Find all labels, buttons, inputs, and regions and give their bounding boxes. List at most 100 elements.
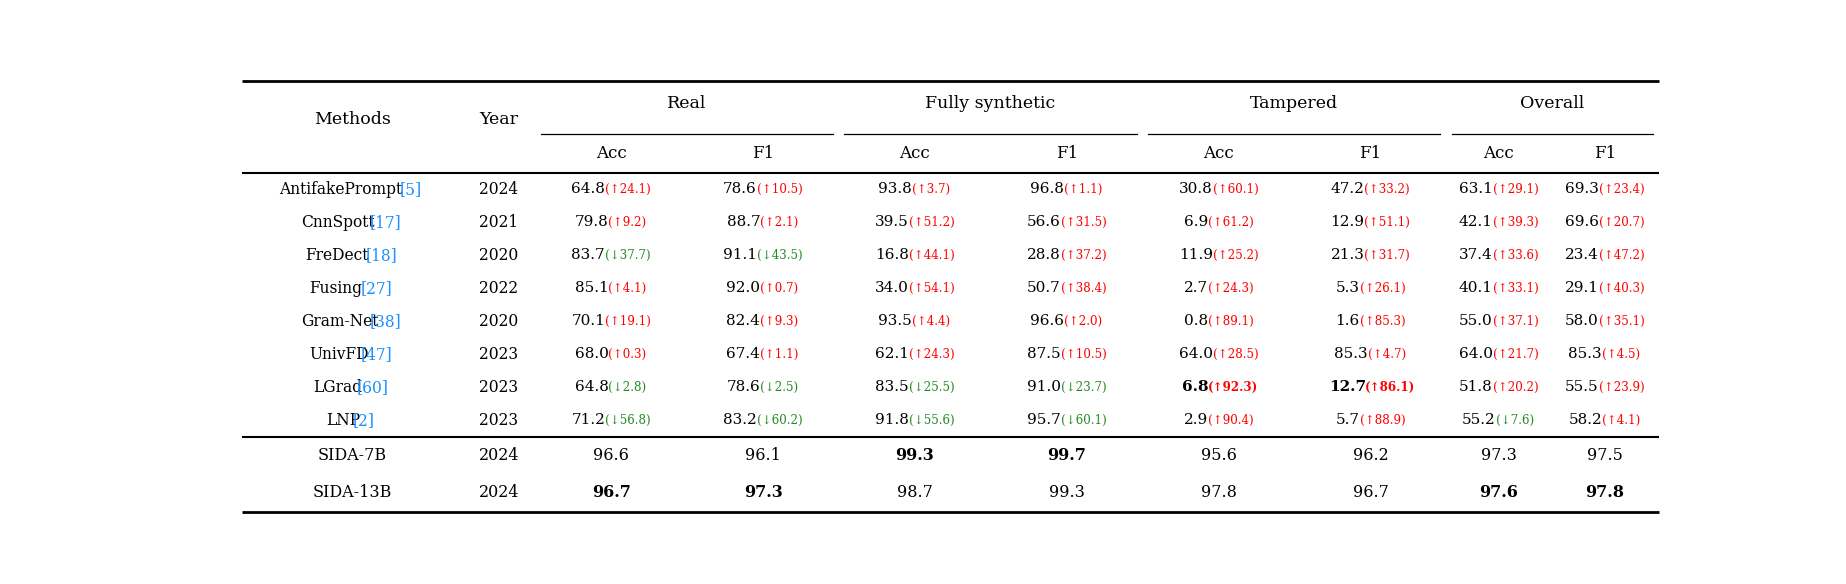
Text: LGrad: LGrad (314, 378, 362, 395)
Text: (↑29.1): (↑29.1) (1493, 183, 1538, 196)
Text: (↓60.2): (↓60.2) (757, 413, 803, 426)
Text: 79.8: 79.8 (574, 215, 609, 230)
Text: (↓43.5): (↓43.5) (757, 249, 803, 262)
Text: Year: Year (480, 111, 519, 128)
Text: 50.7: 50.7 (1026, 281, 1061, 296)
Text: 83.5: 83.5 (875, 380, 908, 394)
Text: 2023: 2023 (480, 378, 519, 395)
Text: 23.4: 23.4 (1565, 248, 1599, 262)
Text: 87.5: 87.5 (1026, 347, 1061, 361)
Text: 96.7: 96.7 (1353, 484, 1388, 502)
Text: (↑10.5): (↑10.5) (1061, 347, 1106, 361)
Text: 83.7: 83.7 (572, 248, 605, 262)
Text: Methods: Methods (314, 111, 391, 128)
Text: F1: F1 (1359, 145, 1381, 162)
Text: 96.2: 96.2 (1353, 447, 1388, 464)
Text: (↑19.1): (↑19.1) (605, 315, 652, 328)
Text: (↑88.9): (↑88.9) (1361, 413, 1407, 426)
Text: 30.8: 30.8 (1180, 182, 1213, 196)
Text: (↑1.1): (↑1.1) (761, 347, 799, 361)
Text: 91.0: 91.0 (1026, 380, 1061, 394)
Text: [2]: [2] (353, 412, 375, 429)
Text: 47.2: 47.2 (1331, 182, 1364, 196)
Text: CnnSpott: CnnSpott (301, 214, 375, 231)
Text: (↓56.8): (↓56.8) (605, 413, 650, 426)
Text: (↑28.5): (↑28.5) (1213, 347, 1259, 361)
Text: 69.3: 69.3 (1565, 182, 1599, 196)
Text: 2.9: 2.9 (1183, 413, 1207, 427)
Text: 97.8: 97.8 (1200, 484, 1237, 502)
Text: (↑38.4): (↑38.4) (1061, 281, 1106, 295)
Text: 58.2: 58.2 (1569, 413, 1602, 427)
Text: (↑47.2): (↑47.2) (1599, 249, 1645, 262)
Text: 2021: 2021 (480, 214, 519, 231)
Text: (↑31.7): (↑31.7) (1364, 249, 1410, 262)
Text: 99.3: 99.3 (895, 447, 934, 464)
Text: LNP: LNP (327, 412, 360, 429)
Text: (↓37.7): (↓37.7) (605, 249, 650, 262)
Text: 12.9: 12.9 (1331, 215, 1364, 230)
Text: 96.6: 96.6 (593, 447, 629, 464)
Text: 78.6: 78.6 (727, 380, 761, 394)
Text: (↑90.4): (↑90.4) (1209, 413, 1253, 426)
Text: 0.8: 0.8 (1183, 314, 1207, 328)
Text: (↑37.1): (↑37.1) (1493, 315, 1538, 328)
Text: (↑4.5): (↑4.5) (1602, 347, 1641, 361)
Text: 34.0: 34.0 (875, 281, 908, 296)
Text: 55.5: 55.5 (1565, 380, 1599, 394)
Text: 5.7: 5.7 (1335, 413, 1359, 427)
Text: 2023: 2023 (480, 412, 519, 429)
Text: (↓7.6): (↓7.6) (1495, 413, 1534, 426)
Text: (↑23.4): (↑23.4) (1599, 183, 1645, 196)
Text: 78.6: 78.6 (724, 182, 757, 196)
Text: (↓60.1): (↓60.1) (1061, 413, 1106, 426)
Text: 91.8: 91.8 (875, 413, 908, 427)
Text: (↑61.2): (↑61.2) (1209, 216, 1253, 229)
Text: 39.5: 39.5 (875, 215, 908, 230)
Text: 96.8: 96.8 (1030, 182, 1063, 196)
Text: [38]: [38] (369, 312, 401, 330)
Text: (↑92.3): (↑92.3) (1209, 381, 1259, 394)
Text: SIDA-7B: SIDA-7B (318, 447, 388, 464)
Text: 63.1: 63.1 (1458, 182, 1493, 196)
Text: (↑85.3): (↑85.3) (1361, 315, 1407, 328)
Text: (↑3.7): (↑3.7) (912, 183, 951, 196)
Text: 5.3: 5.3 (1335, 281, 1359, 296)
Text: 97.6: 97.6 (1479, 484, 1517, 502)
Text: 85.1: 85.1 (574, 281, 609, 296)
Text: 2020: 2020 (480, 247, 519, 264)
Text: [17]: [17] (369, 214, 401, 231)
Text: 96.6: 96.6 (1030, 314, 1063, 328)
Text: 69.6: 69.6 (1565, 215, 1599, 230)
Text: 6.9: 6.9 (1183, 215, 1207, 230)
Text: 2020: 2020 (480, 312, 519, 330)
Text: (↑0.7): (↑0.7) (761, 281, 797, 295)
Text: (↑10.5): (↑10.5) (757, 183, 803, 196)
Text: 37.4: 37.4 (1458, 248, 1493, 262)
Text: (↓55.6): (↓55.6) (908, 413, 954, 426)
Text: 64.8: 64.8 (574, 380, 609, 394)
Text: Fully synthetic: Fully synthetic (925, 95, 1056, 112)
Text: 93.5: 93.5 (879, 314, 912, 328)
Text: 68.0: 68.0 (574, 347, 609, 361)
Text: (↑31.5): (↑31.5) (1061, 216, 1106, 229)
Text: 99.3: 99.3 (1049, 484, 1085, 502)
Text: 85.3: 85.3 (1569, 347, 1602, 361)
Text: (↑51.2): (↑51.2) (908, 216, 954, 229)
Text: [18]: [18] (366, 247, 397, 264)
Text: Acc: Acc (899, 145, 930, 162)
Text: Real: Real (666, 95, 707, 112)
Text: (↑0.3): (↑0.3) (609, 347, 646, 361)
Text: (↑9.2): (↑9.2) (609, 216, 646, 229)
Text: (↑44.1): (↑44.1) (908, 249, 954, 262)
Text: (↑20.7): (↑20.7) (1599, 216, 1645, 229)
Text: (↑54.1): (↑54.1) (908, 281, 954, 295)
Text: 21.3: 21.3 (1331, 248, 1364, 262)
Text: 70.1: 70.1 (570, 314, 605, 328)
Text: (↑1.1): (↑1.1) (1063, 183, 1102, 196)
Text: (↑33.2): (↑33.2) (1364, 183, 1410, 196)
Text: Overall: Overall (1521, 95, 1584, 112)
Text: 64.8: 64.8 (570, 182, 605, 196)
Text: (↑4.4): (↑4.4) (912, 315, 951, 328)
Text: (↓2.5): (↓2.5) (761, 381, 797, 394)
